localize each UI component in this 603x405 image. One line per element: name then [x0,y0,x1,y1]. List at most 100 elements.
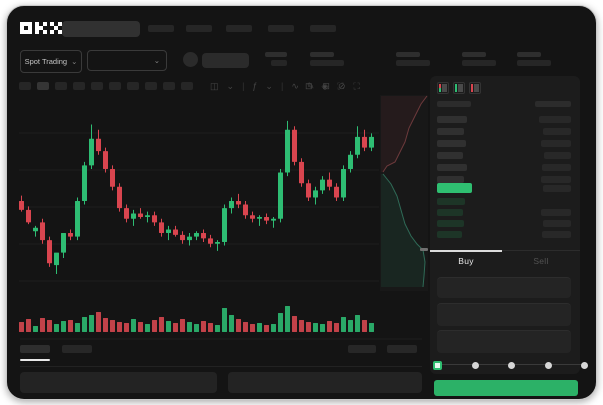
bid-price[interactable] [437,209,463,216]
order-input[interactable] [437,330,571,353]
last-price-tick [420,248,428,251]
chart-bottom-tab-active[interactable] [20,345,50,353]
book-row-glyph [455,84,463,86]
ask-price[interactable] [437,116,467,123]
tab-sell[interactable]: Sell [533,256,549,266]
search-input[interactable] [62,21,140,37]
ticker-stat-label [310,52,334,57]
chevron-down-icon: ⌄ [153,56,160,65]
book-row-glyph [455,88,463,90]
interval-button[interactable] [55,82,67,90]
chevron-down-icon: ⌄ [71,57,78,66]
book-buys-icon[interactable] [453,82,465,94]
ticker-stat-label [462,52,486,57]
last-price-bar[interactable] [437,183,472,193]
ask-price[interactable] [437,152,463,159]
candle-style-icon[interactable]: ◫ [210,81,219,91]
slider-stop-dot[interactable] [508,362,515,369]
interval-button[interactable] [163,82,175,90]
book-row-glyph [471,90,479,92]
chart-bottom-tab[interactable] [62,345,92,353]
ticker-stat-label [517,52,541,57]
active-tab-underline [20,359,50,361]
ticker-stat-value [310,60,344,66]
okx-logo[interactable] [20,21,62,35]
book-row-glyph [471,86,479,88]
draw-icon[interactable]: ✎ [306,81,315,91]
ticker-mini-stat [265,52,287,57]
ask-price[interactable] [437,176,464,183]
chart-tools-right: ⊡ ◈ ⛶ [305,80,344,92]
nav-item[interactable] [226,25,252,32]
ask-price[interactable] [437,140,466,147]
layers-icon[interactable]: ◈ [321,81,329,91]
interval-button[interactable] [73,82,85,90]
interval-button[interactable] [19,82,31,90]
nav-item[interactable] [268,25,294,32]
interval-button[interactable] [109,82,121,90]
price-chart[interactable] [7,6,596,399]
ask-amount [539,116,571,123]
camera-icon[interactable]: ⊡ [305,81,313,91]
pair-selector-dropdown[interactable]: ⌄ [87,50,167,71]
chevron-down-icon[interactable]: ⌄ [226,81,235,91]
nav-item[interactable] [186,25,212,32]
bottom-panel-right[interactable] [228,372,422,393]
fullscreen-icon[interactable]: ⛶ [353,81,360,91]
divider [20,366,422,367]
ticker-stat-value [517,60,551,66]
expand-icon[interactable]: ⛶ [337,81,344,91]
market-type-dropdown[interactable]: Spot Trading ⌄ [20,50,82,73]
ask-price[interactable] [437,164,467,171]
slider-stop-dot[interactable] [471,362,479,369]
coin-avatar [183,52,198,67]
settings-icon[interactable]: ⊘ [337,81,346,91]
bottom-panel-left[interactable] [20,372,217,393]
tab-buy[interactable]: Buy [458,256,474,266]
divider: | [242,81,245,91]
ob-header-price [437,101,471,107]
ask-amount [543,128,571,135]
book-row-glyph [439,84,447,86]
book-sells-icon[interactable] [469,82,481,94]
order-input[interactable] [437,303,571,326]
ask-amount [544,152,571,159]
chevron-down-icon[interactable]: ⌄ [265,81,273,91]
ask-amount [542,164,571,171]
ticker-stat-label [396,52,420,57]
chart-bottom-chip[interactable] [387,345,417,353]
book-row-glyph [439,88,447,90]
pair-name-placeholder[interactable] [202,53,249,68]
order-input[interactable] [437,277,571,298]
camera-icon[interactable]: ⊡ [322,81,330,91]
interval-button-active[interactable] [37,82,49,90]
buy-submit-button[interactable] [434,380,578,396]
ask-price[interactable] [437,128,464,135]
bid-price[interactable] [437,220,464,227]
interval-button[interactable] [145,82,157,90]
interval-button[interactable] [127,82,139,90]
interval-button[interactable] [181,82,193,90]
bid-amount [543,220,571,227]
book-row-glyph [455,86,463,88]
line-tool-icon[interactable]: ∿ [291,81,299,91]
nav-item[interactable] [310,25,336,32]
tab-divider [502,250,580,251]
slider-handle[interactable] [433,361,442,370]
okx-logo-icon [20,22,62,34]
slider-stop-dot[interactable] [581,362,588,369]
market-type-label: Spot Trading [24,57,68,66]
chart-bottom-chip[interactable] [348,345,376,353]
bid-price[interactable] [437,198,465,205]
chart-tools: ◫ ⌄ | ƒ ⌄ | ∿ ✎ ⊡ ⊘ ⛶ [210,80,360,92]
bid-amount [541,209,571,216]
app-window: Spot Trading ⌄ ⌄ ◫ ⌄ | ƒ ⌄ | ∿ ✎ ⊡ ⊘ ⛶ ⊡ ◈ ⛶ Buy Sell [6,5,597,400]
nav-item[interactable] [148,25,174,32]
indicators-icon[interactable]: ƒ [252,81,258,91]
bid-price[interactable] [437,231,462,238]
interval-button[interactable] [91,82,103,90]
ticker-mini-stat [271,60,287,66]
slider-stop-dot[interactable] [544,362,552,369]
divider: | [280,81,284,91]
book-combined-icon[interactable] [437,82,449,94]
